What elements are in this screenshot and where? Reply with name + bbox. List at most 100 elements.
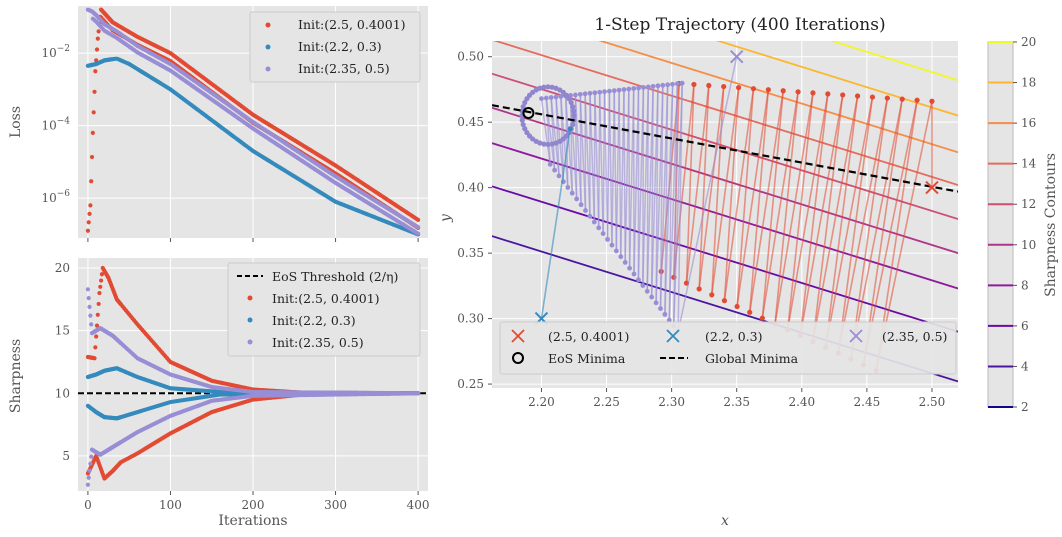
loss-point — [95, 36, 100, 41]
colorbar-tick-label: 20 — [1021, 35, 1036, 49]
eos-minima-ring — [522, 107, 535, 120]
trajectory-segment-blue — [540, 128, 571, 319]
colorbar-label: Sharpness Contours — [1043, 153, 1059, 297]
trajectory-segment-red — [685, 84, 695, 284]
loss-legend-label-2: Init:(2.2, 0.3) — [298, 39, 382, 54]
trajectory-segment-purple — [650, 85, 659, 298]
iterations-xlabel: Iterations — [218, 513, 287, 529]
sharpness-point — [92, 356, 97, 361]
trajectory-segment-purple — [593, 92, 596, 223]
trajectory-segment-red — [786, 93, 829, 330]
trajectory-segment-purple — [579, 94, 582, 205]
trajectory-point-red — [721, 83, 727, 90]
trajectory-point-purple — [519, 117, 525, 123]
colorbar-tick-label: 2 — [1021, 400, 1029, 414]
trajectory-point-purple — [587, 213, 593, 219]
trajectory-segment-purple — [611, 90, 616, 246]
sharpness-point — [98, 284, 103, 289]
loss-ylabel: Loss — [8, 106, 24, 138]
sharpness-legend-label-2: Init:(2.2, 0.3) — [272, 313, 356, 328]
sharpness-point — [99, 278, 104, 283]
trajectory-point-red — [929, 98, 935, 104]
trajectory-point-red — [810, 90, 816, 96]
loss-point — [415, 217, 421, 222]
trajectory-segment-purple — [646, 86, 649, 292]
sharpness-contour — [829, 41, 958, 82]
trajectory-point-red — [840, 92, 846, 98]
trajectory-point-purple — [539, 96, 544, 102]
trajectory-segment-red — [723, 87, 740, 301]
trajectory-segment-red — [850, 98, 903, 360]
trajectory-segment-red — [748, 90, 784, 313]
loss-legend-label-3: Init:(2.35, 0.5) — [298, 61, 390, 76]
trajectory-segment-purple — [646, 86, 654, 292]
sharpness-ytick-label: 15 — [55, 324, 70, 338]
trajectory-segment-purple — [650, 86, 654, 298]
colorbar-tick-label: 14 — [1021, 157, 1037, 171]
trajectory-point-red — [735, 85, 742, 91]
legend-dot-blue — [247, 317, 253, 323]
trajectory-segment-red — [837, 96, 874, 354]
trajectory-segment-red — [736, 88, 755, 307]
trajectory-segment-purple — [550, 97, 556, 171]
loss-point — [89, 154, 95, 160]
sharpness-point — [87, 468, 92, 473]
sharpness-point — [88, 461, 93, 466]
trajectory-segment-purple — [540, 98, 551, 165]
trajectory-segment-purple — [642, 86, 649, 286]
trajectory-segment-purple — [624, 89, 630, 263]
trajectory-point-purple — [662, 311, 668, 317]
colorbar-tick-label: 12 — [1021, 197, 1036, 211]
trajectory-segment-red — [711, 87, 740, 295]
trajectory-point-purple — [568, 99, 574, 106]
trajectory-point-red — [884, 95, 890, 101]
trajectory-point-purple — [520, 121, 526, 128]
trajectory-segment-purple — [659, 84, 669, 309]
trajectory-segment-purple — [602, 91, 606, 234]
trajectory-segment-purple — [664, 84, 674, 315]
trajectory-segment-red — [774, 92, 814, 325]
trajectory-segment-purple — [597, 92, 601, 228]
legend-dot-purple — [247, 339, 253, 345]
colorbar-background — [987, 41, 1014, 408]
legend-x-purple — [849, 329, 863, 343]
trajectory-plot: 1-Step Trajectory (400 Iterations) 2.20 2… — [438, 15, 958, 529]
loss-ytick-label: 10−6 — [41, 189, 70, 205]
colorbar-tick-label: 8 — [1021, 278, 1029, 292]
loss-legend: Init:(2.5, 0.4001) Init:(2.2, 0.3) Init:… — [249, 11, 421, 83]
trajectory-ytick-label: 0.40 — [457, 181, 484, 195]
trajectory-point-purple — [545, 141, 551, 148]
sharpness-ytick-label: 5 — [62, 449, 70, 463]
colorbar-tick-label: 6 — [1021, 319, 1029, 333]
trajectory-segment-red — [698, 85, 710, 290]
trajectory-point-purple — [549, 141, 555, 147]
loss-point — [85, 228, 91, 233]
trajectory-segment-purple — [668, 83, 679, 321]
legend-dot-red — [265, 22, 271, 28]
sharpness-point — [99, 272, 105, 277]
trajectory-segment-purple — [633, 87, 640, 275]
sharpness-point — [96, 301, 101, 307]
sharpness-ytick-label: 20 — [55, 261, 70, 275]
colorbar-tick-label: 4 — [1021, 359, 1029, 373]
trajectory-point-purple — [609, 242, 615, 248]
legend-x-red — [511, 329, 525, 343]
trajectory-point-purple — [571, 113, 577, 119]
trajectory-point-purple — [583, 208, 588, 213]
trajectory-segment-red — [862, 100, 918, 366]
trajectory-ylabel: y — [438, 213, 454, 223]
trajectory-point-purple — [541, 141, 547, 147]
trajectory-segment-red — [837, 97, 889, 354]
loss-ytick-label: 10−2 — [41, 44, 70, 60]
loss-point — [86, 220, 91, 225]
trajectory-segment-purple — [628, 89, 631, 269]
trajectory-segment-red — [774, 91, 799, 325]
trajectory-point-purple — [596, 225, 602, 231]
trajectory-xlabel: x — [721, 513, 729, 529]
trajectory-segment-red — [850, 97, 889, 360]
loss-point — [87, 211, 92, 216]
trajectory-point-purple — [570, 121, 576, 128]
trajectory-segment-purple — [637, 87, 645, 280]
trajectory-point-purple — [541, 84, 547, 90]
